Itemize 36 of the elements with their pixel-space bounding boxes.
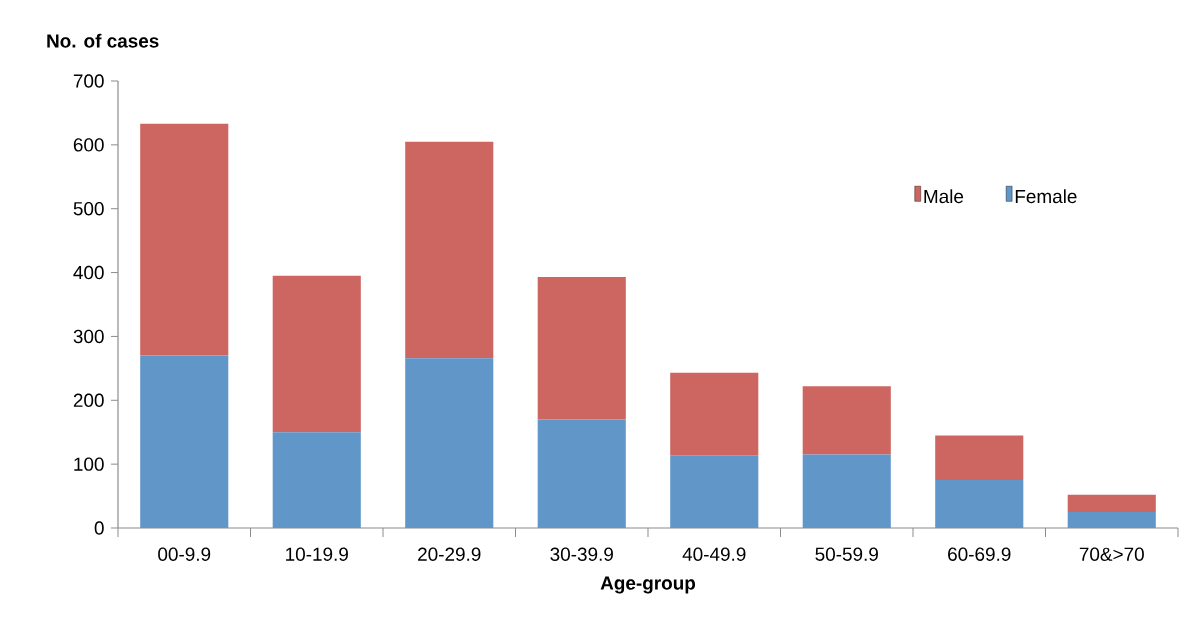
y-tick-label: 300	[73, 329, 104, 344]
x-tick-label: 40-49.9	[682, 547, 746, 561]
bar	[670, 372, 759, 456]
bar	[140, 355, 229, 528]
legend-label: Male	[924, 189, 964, 204]
y-tick-label: 700	[73, 74, 104, 88]
y-tick-label: 400	[73, 265, 104, 280]
bar	[802, 386, 891, 455]
x-tick-label: 20-29.9	[418, 547, 481, 561]
bar	[405, 141, 494, 359]
bar	[1067, 494, 1156, 513]
x-tick-label: 70&>70	[1079, 547, 1144, 561]
y-tick-label: 0	[94, 521, 104, 535]
y-tick-label: 500	[73, 202, 104, 216]
bar	[802, 454, 891, 528]
bar	[1067, 512, 1156, 528]
x-tick-label: 10-19.9	[286, 547, 348, 561]
legend-label: Female	[1015, 189, 1077, 204]
y-tick-label: 200	[73, 393, 104, 407]
bar	[272, 432, 361, 528]
x-tick-label: 00-9.9	[158, 547, 211, 561]
bar	[935, 480, 1024, 528]
bar	[272, 275, 361, 433]
bar	[935, 435, 1024, 481]
bar	[140, 123, 229, 356]
x-tick-label: 50-59.9	[815, 547, 878, 561]
bar	[537, 419, 626, 528]
bar	[405, 358, 494, 528]
y-tick-label: 600	[73, 138, 104, 152]
y-tick-label: 100	[74, 457, 104, 471]
bar	[537, 277, 626, 420]
x-tick-label: 60-69.9	[948, 547, 1011, 561]
y-axis-title: No. of cases	[47, 33, 159, 48]
bar	[670, 455, 759, 528]
x-axis-title: Age-group	[600, 576, 696, 594]
x-tick-label: 30-39.9	[550, 547, 613, 561]
